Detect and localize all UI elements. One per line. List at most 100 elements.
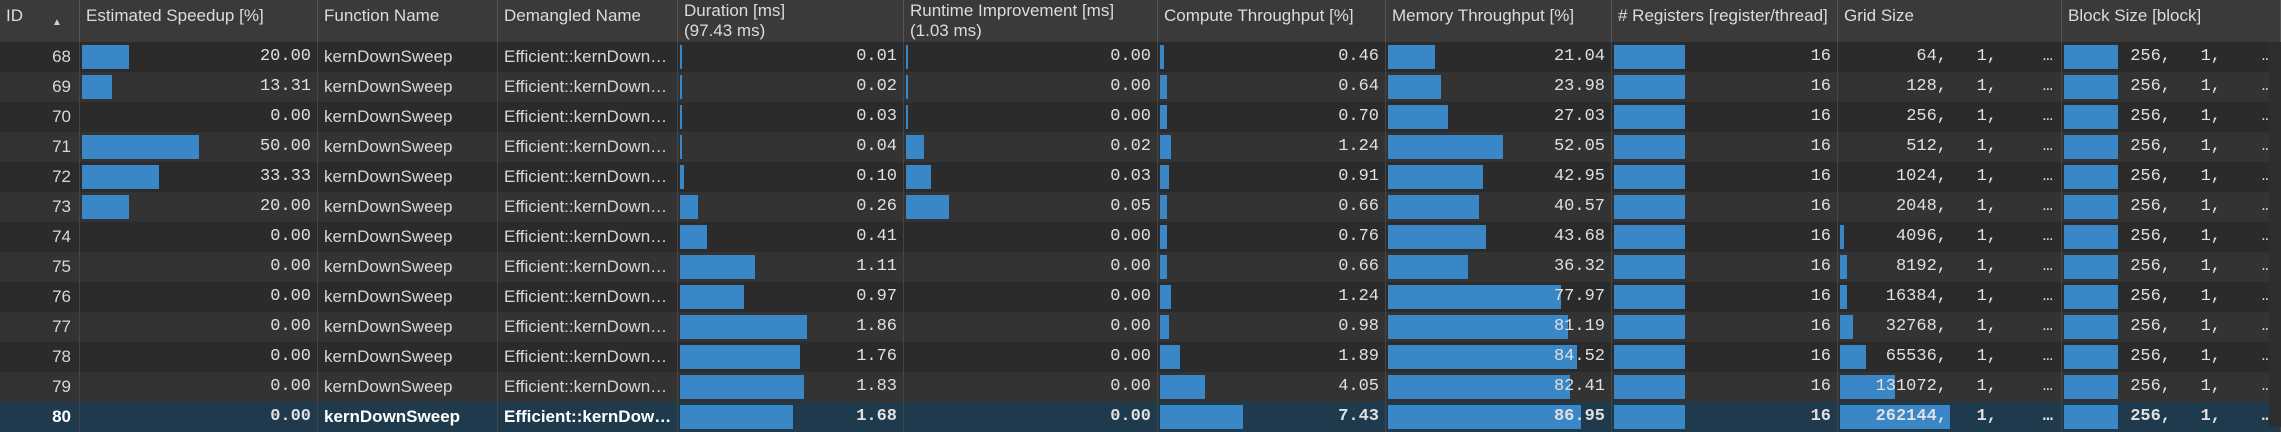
cell-duration[interactable]: 0.03: [678, 102, 904, 132]
cell-id[interactable]: 74: [0, 222, 80, 252]
cell-runtime[interactable]: 0.05: [904, 192, 1158, 222]
cell-grid[interactable]: 262144, 1,…: [1838, 402, 2062, 432]
cell-func[interactable]: kernDownSweep: [318, 102, 498, 132]
cell-runtime[interactable]: 0.03: [904, 162, 1158, 192]
cell-memory[interactable]: 40.57: [1386, 192, 1612, 222]
cell-grid[interactable]: 32768, 1,…: [1838, 312, 2062, 342]
column-header-id[interactable]: ID ▲: [0, 0, 80, 42]
cell-compute[interactable]: 0.91: [1158, 162, 1386, 192]
cell-speedup[interactable]: 0.00: [80, 102, 318, 132]
cell-regs[interactable]: 16: [1612, 162, 1838, 192]
cell-block[interactable]: 256, 1,…: [2062, 72, 2281, 102]
cell-speedup[interactable]: 0.00: [80, 402, 318, 432]
cell-duration[interactable]: 1.83: [678, 372, 904, 402]
cell-runtime[interactable]: 0.00: [904, 342, 1158, 372]
cell-compute[interactable]: 0.98: [1158, 312, 1386, 342]
cell-runtime[interactable]: 0.02: [904, 132, 1158, 162]
cell-id[interactable]: 73: [0, 192, 80, 222]
cell-speedup[interactable]: 20.00: [80, 42, 318, 72]
cell-memory[interactable]: 21.04: [1386, 42, 1612, 72]
cell-grid[interactable]: 256, 1,…: [1838, 102, 2062, 132]
column-header-speedup[interactable]: Estimated Speedup [%]: [80, 0, 318, 42]
cell-id[interactable]: 68: [0, 42, 80, 72]
cell-memory[interactable]: 84.52: [1386, 342, 1612, 372]
cell-func[interactable]: kernDownSweep: [318, 192, 498, 222]
cell-runtime[interactable]: 0.00: [904, 72, 1158, 102]
cell-memory[interactable]: 23.98: [1386, 72, 1612, 102]
cell-duration[interactable]: 0.02: [678, 72, 904, 102]
cell-func[interactable]: kernDownSweep: [318, 252, 498, 282]
column-header-grid[interactable]: Grid Size: [1838, 0, 2062, 42]
cell-block[interactable]: 256, 1,…: [2062, 252, 2281, 282]
cell-func[interactable]: kernDownSweep: [318, 342, 498, 372]
cell-func[interactable]: kernDownSweep: [318, 282, 498, 312]
cell-compute[interactable]: 0.46: [1158, 42, 1386, 72]
cell-speedup[interactable]: 0.00: [80, 222, 318, 252]
cell-memory[interactable]: 82.41: [1386, 372, 1612, 402]
cell-demangled[interactable]: Efficient::kernDownSweep: [498, 252, 678, 282]
table-row[interactable]: 75 0.00 kernDownSweep Efficient::kernDownSw…: [0, 252, 2281, 282]
cell-memory[interactable]: 77.97: [1386, 282, 1612, 312]
cell-duration[interactable]: 0.41: [678, 222, 904, 252]
cell-block[interactable]: 256, 1,…: [2062, 402, 2281, 432]
cell-demangled[interactable]: Efficient::kernDownSweep: [498, 72, 678, 102]
cell-id[interactable]: 69: [0, 72, 80, 102]
cell-func[interactable]: kernDownSweep: [318, 312, 498, 342]
cell-compute[interactable]: 0.64: [1158, 72, 1386, 102]
cell-runtime[interactable]: 0.00: [904, 282, 1158, 312]
cell-memory[interactable]: 52.05: [1386, 132, 1612, 162]
cell-demangled[interactable]: Efficient::kernDownSweep: [498, 402, 678, 432]
column-header-duration[interactable]: Duration [ms] (97.43 ms): [678, 0, 904, 42]
table-row[interactable]: 69 13.31 kernDownSweep Efficient::kernDownS…: [0, 72, 2281, 102]
cell-block[interactable]: 256, 1,…: [2062, 192, 2281, 222]
cell-regs[interactable]: 16: [1612, 42, 1838, 72]
cell-duration[interactable]: 1.76: [678, 342, 904, 372]
cell-duration[interactable]: 0.10: [678, 162, 904, 192]
cell-id[interactable]: 76: [0, 282, 80, 312]
column-header-memory[interactable]: Memory Throughput [%]: [1386, 0, 1612, 42]
cell-id[interactable]: 78: [0, 342, 80, 372]
cell-demangled[interactable]: Efficient::kernDownSweep: [498, 342, 678, 372]
cell-duration[interactable]: 0.26: [678, 192, 904, 222]
cell-runtime[interactable]: 0.00: [904, 42, 1158, 72]
cell-id[interactable]: 71: [0, 132, 80, 162]
cell-grid[interactable]: 131072, 1,…: [1838, 372, 2062, 402]
cell-compute[interactable]: 1.89: [1158, 342, 1386, 372]
cell-demangled[interactable]: Efficient::kernDownSweep: [498, 372, 678, 402]
column-header-demangled[interactable]: Demangled Name: [498, 0, 678, 42]
table-row-selected[interactable]: 80 0.00 kernDownSweep Efficient::kernDownSw…: [0, 402, 2281, 432]
cell-block[interactable]: 256, 1,…: [2062, 42, 2281, 72]
cell-compute[interactable]: 1.24: [1158, 132, 1386, 162]
sort-ascending-icon[interactable]: ▲: [52, 17, 62, 28]
table-row[interactable]: 77 0.00 kernDownSweep Efficient::kernDownSw…: [0, 312, 2281, 342]
cell-speedup[interactable]: 0.00: [80, 252, 318, 282]
table-row[interactable]: 70 0.00 kernDownSweep Efficient::kernDownSw…: [0, 102, 2281, 132]
cell-speedup[interactable]: 50.00: [80, 132, 318, 162]
cell-func[interactable]: kernDownSweep: [318, 372, 498, 402]
cell-id[interactable]: 79: [0, 372, 80, 402]
cell-regs[interactable]: 16: [1612, 192, 1838, 222]
cell-func[interactable]: kernDownSweep: [318, 222, 498, 252]
cell-runtime[interactable]: 0.00: [904, 102, 1158, 132]
cell-demangled[interactable]: Efficient::kernDownSweep: [498, 102, 678, 132]
cell-id[interactable]: 77: [0, 312, 80, 342]
table-row[interactable]: 74 0.00 kernDownSweep Efficient::kernDownSw…: [0, 222, 2281, 252]
cell-demangled[interactable]: Efficient::kernDownSweep: [498, 42, 678, 72]
table-row[interactable]: 78 0.00 kernDownSweep Efficient::kernDownSw…: [0, 342, 2281, 372]
cell-func[interactable]: kernDownSweep: [318, 162, 498, 192]
cell-grid[interactable]: 8192, 1,…: [1838, 252, 2062, 282]
cell-block[interactable]: 256, 1,…: [2062, 342, 2281, 372]
cell-speedup[interactable]: 0.00: [80, 342, 318, 372]
cell-block[interactable]: 256, 1,…: [2062, 372, 2281, 402]
cell-speedup[interactable]: 33.33: [80, 162, 318, 192]
cell-regs[interactable]: 16: [1612, 402, 1838, 432]
cell-compute[interactable]: 4.05: [1158, 372, 1386, 402]
cell-regs[interactable]: 16: [1612, 132, 1838, 162]
cell-compute[interactable]: 0.70: [1158, 102, 1386, 132]
cell-speedup[interactable]: 13.31: [80, 72, 318, 102]
table-row[interactable]: 72 33.33 kernDownSweep Efficient::kernDownS…: [0, 162, 2281, 192]
cell-memory[interactable]: 86.95: [1386, 402, 1612, 432]
cell-duration[interactable]: 1.68: [678, 402, 904, 432]
cell-duration[interactable]: 0.01: [678, 42, 904, 72]
cell-regs[interactable]: 16: [1612, 342, 1838, 372]
